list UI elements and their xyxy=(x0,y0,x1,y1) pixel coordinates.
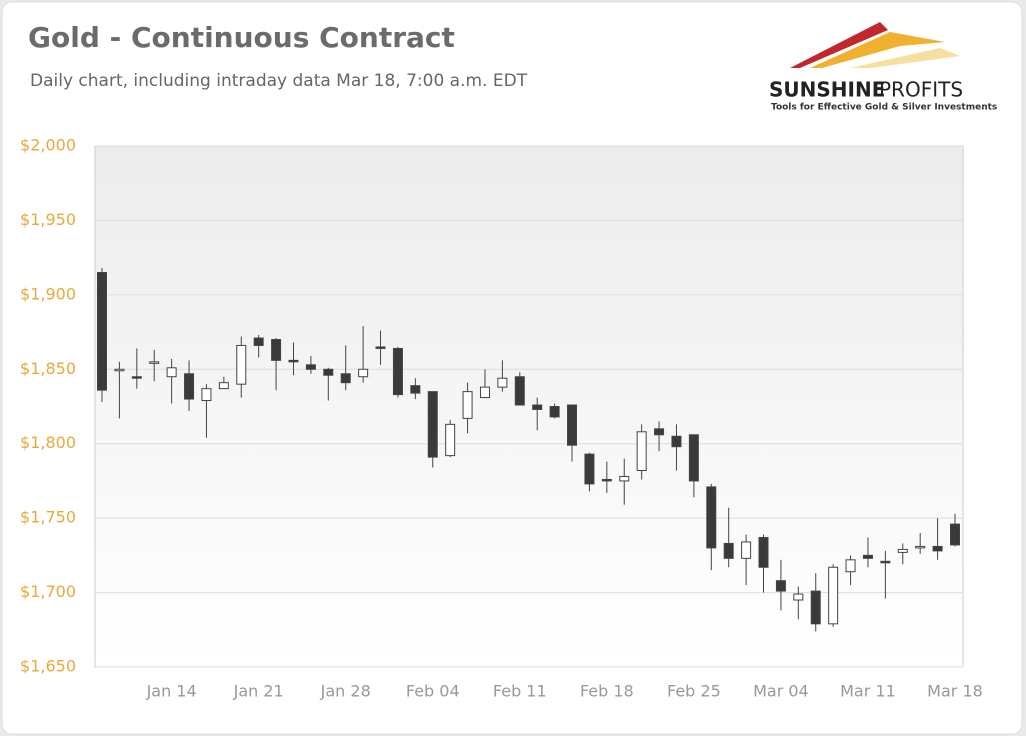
candle-body xyxy=(775,580,786,592)
candle-body xyxy=(619,475,630,482)
y-tick-label: $1,900 xyxy=(20,284,76,303)
y-tick-label: $1,800 xyxy=(20,433,76,452)
y-tick-label: $1,650 xyxy=(20,657,76,676)
candle-body xyxy=(549,406,560,418)
candle-body xyxy=(706,486,717,549)
candle-body xyxy=(636,431,647,472)
candle-body xyxy=(323,368,334,376)
logo-light: PROFITS xyxy=(879,78,963,102)
candle-body xyxy=(149,361,160,364)
candle-body xyxy=(584,453,595,485)
candle-body xyxy=(462,391,473,419)
candle-body xyxy=(218,382,229,390)
x-tick-label: Jan 21 xyxy=(233,682,284,701)
y-tick-label: $1,850 xyxy=(20,359,76,378)
candle-body xyxy=(688,434,699,482)
candle-body xyxy=(601,478,612,482)
chart-title: Gold - Continuous Contract xyxy=(28,21,455,54)
candle-body xyxy=(97,272,107,391)
y-tick-label: $1,700 xyxy=(20,582,76,601)
candle-body xyxy=(828,566,839,625)
y-tick-label: $2,000 xyxy=(20,136,76,155)
candle-body xyxy=(427,391,438,458)
chart-subtitle: Daily chart, including intraday data Mar… xyxy=(30,71,528,91)
candle-body xyxy=(392,347,403,396)
candle-body xyxy=(497,377,508,388)
x-tick-label: Mar 18 xyxy=(927,682,983,701)
logo: SUNSHINE PROFITS Tools for Effective Gol… xyxy=(769,22,997,113)
candle-body xyxy=(410,385,421,394)
candle-body xyxy=(950,523,960,546)
candle-body xyxy=(741,541,752,559)
logo-tagline: Tools for Effective Gold & Silver Invest… xyxy=(771,103,997,113)
logo-swoosh xyxy=(810,32,945,68)
candle-body xyxy=(810,590,821,625)
x-tick-label: Feb 25 xyxy=(667,682,721,701)
candle-body xyxy=(723,542,734,559)
x-tick-label: Mar 11 xyxy=(840,682,896,701)
candle-body xyxy=(532,404,543,410)
logo-swoosh xyxy=(850,48,960,68)
y-tick-label: $1,750 xyxy=(20,508,76,527)
candle-body xyxy=(932,545,943,552)
plot-area xyxy=(94,145,964,668)
candle-body xyxy=(131,376,142,379)
candle-body xyxy=(271,339,282,361)
candle-body xyxy=(166,367,177,378)
candle-body xyxy=(375,346,386,349)
candle-body xyxy=(479,386,490,399)
candle-body xyxy=(340,373,351,384)
candle-body xyxy=(758,536,769,568)
x-tick-label: Feb 18 xyxy=(580,682,634,701)
candle-body xyxy=(514,376,525,406)
candle-body xyxy=(671,435,682,448)
candle-body xyxy=(114,368,125,372)
candle-body xyxy=(253,337,264,346)
candle-body xyxy=(654,428,665,436)
x-tick-label: Jan 28 xyxy=(320,682,371,701)
x-tick-label: Feb 04 xyxy=(406,682,460,701)
candle-body xyxy=(897,548,908,553)
candle-body xyxy=(358,368,369,378)
candle-body xyxy=(445,423,456,457)
logo-bold: SUNSHINE xyxy=(769,78,885,102)
candle-body xyxy=(567,404,578,446)
candle-body xyxy=(201,388,212,402)
logo-swoosh xyxy=(790,22,888,68)
candle-body xyxy=(880,560,891,564)
x-tick-label: Jan 14 xyxy=(146,682,197,701)
y-tick-label: $1,950 xyxy=(20,210,76,229)
candle-body xyxy=(236,344,247,385)
candle-body xyxy=(845,559,856,573)
candle-body xyxy=(915,545,926,549)
x-tick-label: Feb 11 xyxy=(493,682,547,701)
candle-body xyxy=(793,593,804,601)
candle-body xyxy=(184,373,195,400)
x-tick-label: Mar 04 xyxy=(753,682,809,701)
candle-body xyxy=(862,554,873,559)
candle-body xyxy=(288,359,299,363)
candle-body xyxy=(305,364,316,370)
